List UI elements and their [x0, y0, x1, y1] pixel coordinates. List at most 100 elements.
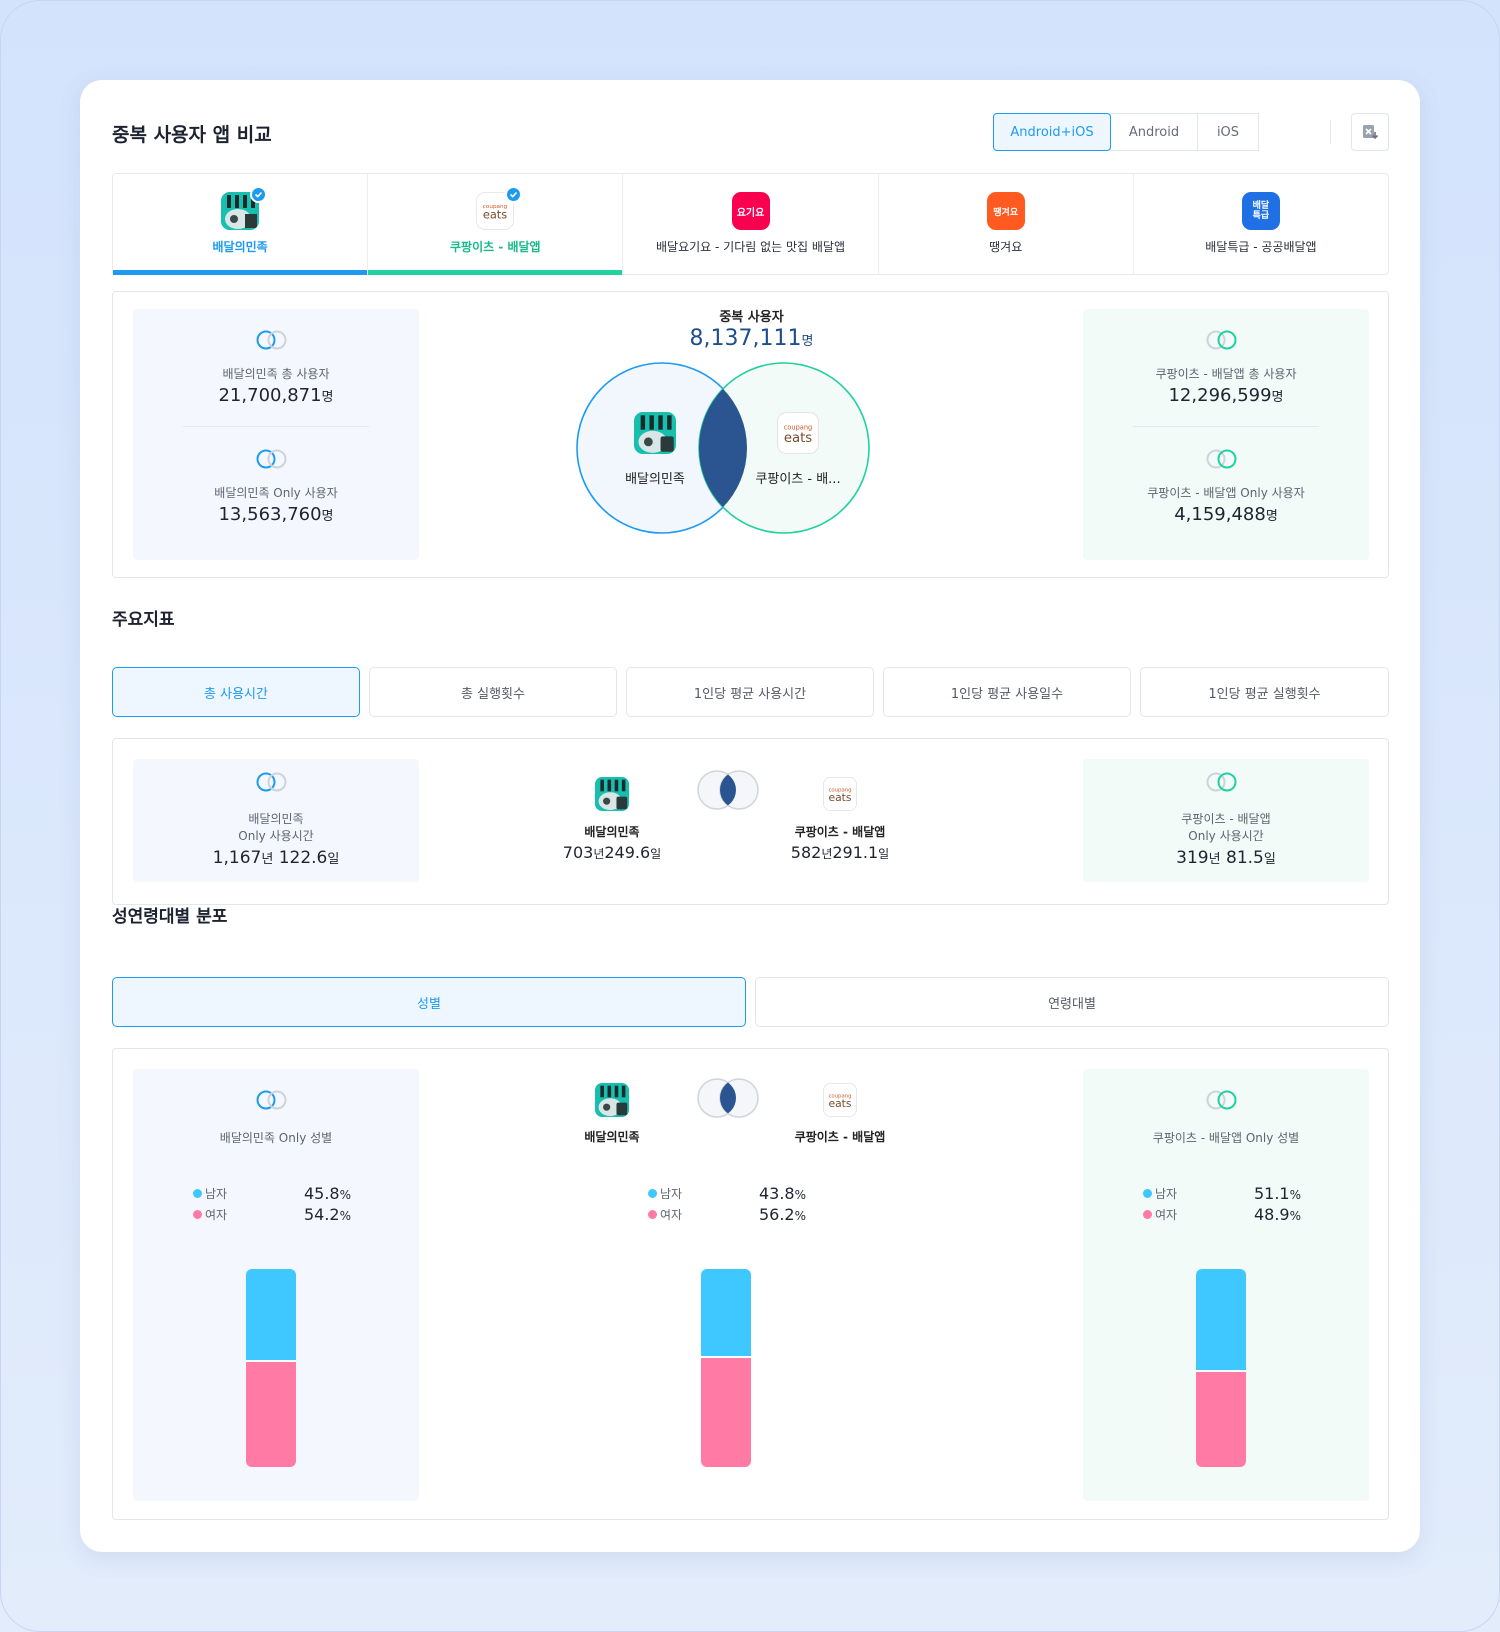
app-tab-ddangyo[interactable]: 땡겨요 땡겨요 — [879, 174, 1134, 274]
app-tab-label: 배달요기요 - 기다림 없는 맛집 배달앱 — [656, 240, 846, 254]
left-app-stats: 배달의민족 총 사용자 21,700,871명 배달의민족 Only 사용자 1… — [133, 309, 419, 560]
selected-check-icon — [505, 186, 523, 203]
excel-download-button[interactable] — [1351, 113, 1389, 151]
svg-text:coupang: coupang — [828, 787, 851, 793]
metric-label: 쿠팡이츠 - 배달앱 — [1181, 812, 1271, 826]
app-tab-label: 땡겨요 — [989, 240, 1023, 254]
legend-female: 여자 — [193, 1206, 227, 1223]
app-tab-coupang-eats[interactable]: coupang eats 쿠팡이츠 - 배달앱 — [368, 174, 624, 275]
svg-text:eats: eats — [829, 1097, 852, 1110]
male-bar-segment — [1196, 1269, 1246, 1371]
svg-text:coupang: coupang — [828, 1093, 851, 1099]
right-only-venn-icon — [1206, 330, 1237, 350]
left-only-venn-icon — [256, 772, 287, 792]
male-legend-dot — [193, 1189, 202, 1198]
legend-female: 여자 — [648, 1206, 682, 1223]
left-only-gender: 배달의민족 Only 성별 남자 여자 45.8% 54.2% — [133, 1069, 419, 1501]
app-tab-baemin[interactable]: 배달의민족 — [113, 174, 369, 275]
svg-text:coupang: coupang — [483, 204, 508, 210]
svg-text:eats: eats — [829, 791, 852, 804]
right-only-venn-icon — [1206, 449, 1237, 469]
svg-text:eats: eats — [784, 431, 812, 446]
right-app-stats: 쿠팡이츠 - 배달앱 총 사용자 12,296,599명 쿠팡이츠 - 배달앱 … — [1083, 309, 1369, 560]
stat-label: 배달의민족 총 사용자 — [222, 367, 330, 381]
stat-value: 12,296,599명 — [1168, 385, 1284, 406]
male-percent: 45.8% — [303, 1184, 351, 1203]
gender-stacked-bar — [1196, 1269, 1246, 1467]
overlap-value: 8,137,111명 — [689, 326, 814, 351]
excel-download-icon — [1363, 125, 1379, 140]
gender-stacked-bar — [246, 1269, 296, 1467]
platform-tab-ios[interactable]: iOS — [1197, 113, 1259, 151]
stat-value: 4,159,488명 — [1174, 504, 1278, 525]
overlap-venn-diagram — [576, 362, 870, 534]
demographics-section-title: 성연령대별 분포 — [112, 907, 228, 927]
metrics-panel: 배달의민족 Only 사용시간 1,167년 122.6일 배달의민족 703년… — [112, 738, 1389, 905]
left-only-venn-icon — [256, 330, 287, 350]
legend-female: 여자 — [1143, 1206, 1177, 1223]
app-tab-label: 배달특급 - 공공배달앱 — [1205, 240, 1317, 254]
stat-label: 쿠팡이츠 - 배달앱 Only 사용자 — [1147, 486, 1305, 500]
male-bar-segment — [701, 1269, 751, 1356]
svg-text:coupang: coupang — [784, 424, 813, 432]
female-legend-dot — [648, 1210, 657, 1219]
overlap-panel: 배달의민족 총 사용자 21,700,871명 배달의민족 Only 사용자 1… — [112, 291, 1389, 578]
metrics-section-title: 주요지표 — [112, 610, 175, 630]
baemin-icon — [595, 777, 629, 811]
metric-tab-total-time[interactable]: 총 사용시간 — [112, 667, 360, 717]
baedal-teukgeup-icon-text: 배달 특급 — [1252, 201, 1270, 221]
app-tab-label: 배달의민족 — [212, 240, 268, 254]
page-title: 중복 사용자 앱 비교 — [112, 124, 272, 146]
overlap-mini-venn-icon — [697, 770, 759, 810]
metric-tab-total-launches[interactable]: 총 실행횟수 — [369, 667, 617, 717]
stat-label: 배달의민족 Only 사용자 — [214, 486, 338, 500]
venn-right-label: 쿠팡이츠 - 배... — [755, 472, 841, 487]
selected-indicator — [113, 270, 368, 275]
left-only-metric: 배달의민족 Only 사용시간 1,167년 122.6일 — [133, 759, 419, 882]
app-b-label: 쿠팡이츠 - 배달앱 — [794, 825, 886, 839]
right-only-metric: 쿠팡이츠 - 배달앱 Only 사용시간 319년 81.5일 — [1083, 759, 1369, 882]
coupang-eats-icon: coupang eats — [823, 777, 857, 811]
stat-value: 13,563,760명 — [218, 504, 334, 525]
male-bar-segment — [246, 1269, 296, 1360]
demo-tab-gender[interactable]: 성별 — [112, 977, 746, 1027]
female-legend-dot — [193, 1210, 202, 1219]
yogiyo-icon-text: 요기요 — [736, 207, 765, 219]
platform-tab-android-ios[interactable]: Android+iOS — [993, 113, 1111, 151]
selected-indicator — [368, 270, 623, 275]
baedal-teukgeup-icon: 배달 특급 — [1241, 192, 1280, 230]
metric-tab-avg-days[interactable]: 1인당 평균 사용일수 — [883, 667, 1131, 717]
metric-tab-avg-time[interactable]: 1인당 평균 사용시간 — [626, 667, 874, 717]
gender-section-label: 배달의민족 Only 성별 — [219, 1131, 333, 1145]
selected-check-icon — [250, 186, 268, 203]
coupang-eats-icon: coupang eats — [777, 412, 819, 454]
female-percent: 54.2% — [303, 1205, 351, 1224]
app-tab-label: 쿠팡이츠 - 배달앱 — [449, 240, 541, 254]
demo-tab-age[interactable]: 연령대별 — [755, 977, 1389, 1027]
ddangyo-icon: 땡겨요 — [986, 192, 1025, 230]
divider — [1330, 120, 1331, 144]
female-percent: 56.2% — [758, 1205, 806, 1224]
gender-stacked-bar — [701, 1269, 751, 1467]
app-selector: 배달의민족 coupang eats 쿠팡이츠 - 배달앱 — [112, 173, 1389, 275]
metric-label: 배달의민족 — [248, 812, 304, 826]
platform-tab-android[interactable]: Android — [1110, 113, 1198, 151]
male-legend-dot — [1143, 1189, 1152, 1198]
metric-tab-avg-launches[interactable]: 1인당 평균 실행횟수 — [1140, 667, 1389, 717]
baemin-icon — [595, 1083, 629, 1117]
metric-label: Only 사용시간 — [1188, 829, 1264, 843]
app-a-label: 배달의민족 — [584, 1130, 640, 1144]
male-legend-dot — [648, 1189, 657, 1198]
female-bar-segment — [1196, 1370, 1246, 1467]
metric-value: 1,167년 122.6일 — [212, 848, 340, 868]
yogiyo-icon: 요기요 — [731, 192, 770, 230]
male-percent: 51.1% — [1253, 1184, 1301, 1203]
app-tab-baedal-teukgeup[interactable]: 배달 특급 배달특급 - 공공배달앱 — [1134, 174, 1388, 274]
legend-male: 남자 — [193, 1185, 227, 1202]
stat-label: 쿠팡이츠 - 배달앱 총 사용자 — [1155, 367, 1297, 381]
gender-panel: 배달의민족 Only 성별 남자 여자 45.8% 54.2% 배 — [112, 1048, 1389, 1520]
right-only-venn-icon — [1206, 772, 1237, 792]
app-a-label: 배달의민족 — [584, 825, 640, 839]
metric-value: 319년 81.5일 — [1176, 848, 1276, 868]
app-tab-yogiyo[interactable]: 요기요 배달요기요 - 기다림 없는 맛집 배달앱 — [623, 174, 879, 274]
